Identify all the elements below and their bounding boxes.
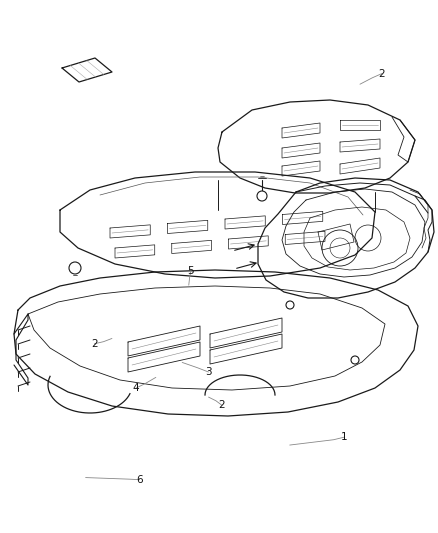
Circle shape (285, 301, 293, 309)
Circle shape (350, 356, 358, 364)
Text: 2: 2 (378, 69, 385, 78)
Text: 4: 4 (132, 383, 139, 393)
Text: 1: 1 (340, 432, 347, 442)
Text: 3: 3 (205, 367, 212, 377)
Text: 2: 2 (91, 339, 98, 349)
Text: 6: 6 (136, 475, 143, 484)
Text: 2: 2 (218, 400, 225, 410)
Circle shape (69, 262, 81, 274)
Circle shape (256, 191, 266, 201)
Text: 5: 5 (187, 266, 194, 276)
